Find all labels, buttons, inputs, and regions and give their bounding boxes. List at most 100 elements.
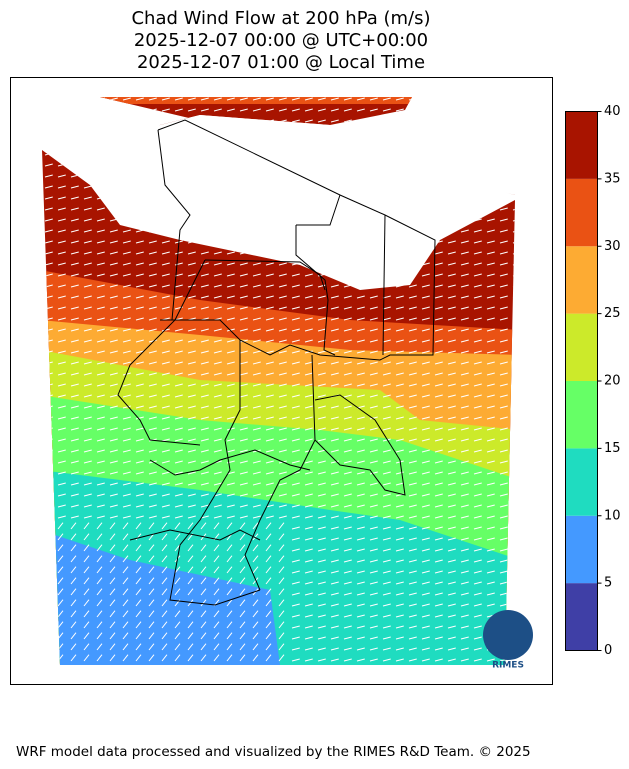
arrow [382, 603, 391, 607]
arrow [148, 372, 157, 376]
arrow [96, 207, 105, 211]
arrow [330, 592, 339, 596]
arrow [317, 625, 326, 629]
arrow [473, 405, 482, 409]
arrow [499, 493, 508, 497]
arrow [174, 504, 183, 508]
arrow [460, 306, 469, 310]
arrow [44, 262, 53, 266]
arrow [239, 394, 248, 398]
arrow [57, 416, 66, 420]
arrow [44, 654, 51, 662]
arrow [304, 504, 313, 508]
arrow [499, 108, 508, 112]
arrow [122, 438, 131, 442]
arrow [187, 610, 194, 618]
arrow [83, 185, 92, 189]
arrow [96, 97, 105, 101]
arrow [148, 427, 157, 431]
arrow [369, 559, 378, 563]
arrow [499, 548, 508, 552]
arrow [265, 394, 274, 398]
arrow [70, 218, 79, 222]
arrow [135, 427, 144, 431]
arrow [239, 493, 248, 497]
title-line: 2025-12-07 01:00 @ Local Time [137, 52, 425, 73]
arrow [512, 559, 515, 563]
arrow [486, 350, 495, 354]
arrow [200, 251, 209, 255]
arrow [265, 555, 272, 563]
arrow [382, 383, 391, 387]
arrow [44, 130, 53, 134]
arrow [408, 504, 417, 508]
arrow [486, 163, 495, 167]
arrow [499, 185, 508, 189]
arrow [408, 328, 417, 332]
arrow [460, 284, 469, 288]
arrow [57, 240, 66, 244]
arrow [434, 284, 443, 288]
arrow [83, 416, 92, 420]
arrow [395, 108, 404, 112]
arrow [44, 438, 53, 442]
arrow [382, 427, 391, 431]
arrow [434, 350, 443, 354]
arrow [83, 533, 90, 541]
arrow [135, 317, 144, 321]
arrow [512, 207, 515, 211]
arrow [148, 317, 157, 321]
arrow [317, 504, 326, 508]
arrow [135, 577, 142, 585]
arrow [239, 361, 248, 365]
arrow [148, 240, 157, 244]
arrow [512, 119, 515, 123]
arrow [408, 482, 417, 486]
arrow [83, 174, 92, 178]
arrow [512, 284, 515, 288]
arrow [304, 405, 313, 409]
arrow [317, 438, 326, 442]
arrow [382, 636, 391, 640]
arrow [434, 636, 443, 640]
arrow [408, 383, 417, 387]
arrow [278, 394, 287, 398]
arrow [473, 97, 482, 101]
arrow [486, 383, 495, 387]
arrow [135, 108, 144, 112]
arrow [148, 383, 157, 387]
arrow [70, 229, 79, 233]
arrow [304, 284, 313, 288]
arrow [330, 493, 339, 497]
arrow [512, 163, 515, 167]
arrow [408, 438, 417, 442]
arrow [395, 647, 404, 651]
arrow [356, 493, 365, 497]
arrow [226, 577, 233, 585]
arrow [187, 522, 194, 530]
arrow [96, 251, 105, 255]
arrow [408, 108, 417, 112]
arrow [330, 482, 339, 486]
arrow [421, 438, 430, 442]
arrow [239, 328, 248, 332]
arrow [460, 328, 469, 332]
arrow [343, 383, 352, 387]
arrow [161, 621, 168, 629]
arrow [161, 273, 170, 277]
arrow [252, 383, 261, 387]
arrow [148, 482, 157, 486]
arrow [395, 405, 404, 409]
arrow [473, 559, 482, 563]
arrow [421, 405, 430, 409]
arrow [148, 515, 157, 519]
arrow [447, 548, 456, 552]
arrow [148, 533, 155, 541]
arrow [408, 119, 417, 123]
arrow [252, 438, 261, 442]
arrow [317, 493, 326, 497]
arrow [512, 460, 515, 464]
arrow [265, 295, 274, 299]
arrow [421, 592, 430, 596]
arrow [304, 460, 313, 464]
